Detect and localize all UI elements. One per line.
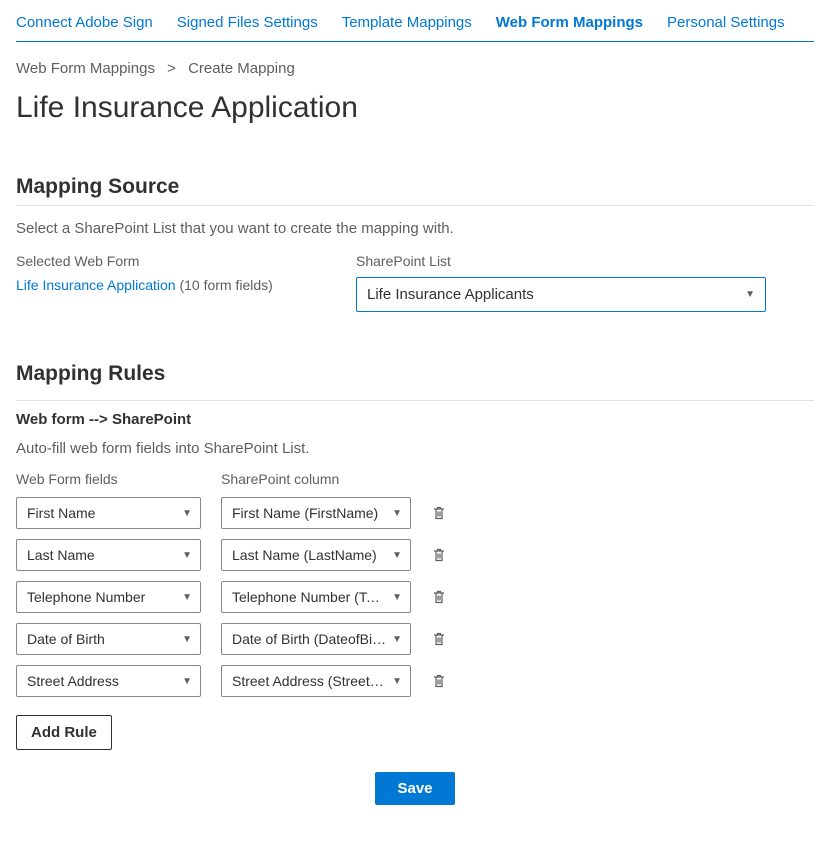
delete-rule-button[interactable]: [431, 505, 447, 521]
sharepoint-list-select[interactable]: Life Insurance Applicants ▼: [356, 277, 766, 312]
mapping-rules-title: Mapping Rules: [16, 362, 814, 392]
rules-col1-label: Web Form fields: [16, 471, 201, 487]
web-form-field-select[interactable]: Last Name ▼: [16, 539, 201, 571]
rule-row: First Name ▼ First Name (FirstName) ▼: [16, 497, 814, 529]
chevron-down-icon: ▼: [182, 592, 192, 603]
chevron-down-icon: ▼: [182, 550, 192, 561]
web-form-field-value: Date of Birth: [27, 631, 105, 647]
sharepoint-column-value: Date of Birth (DateofBirth): [232, 631, 386, 647]
chevron-down-icon: ▼: [392, 550, 402, 561]
chevron-down-icon: ▼: [392, 508, 402, 519]
delete-rule-button[interactable]: [431, 631, 447, 647]
delete-rule-button[interactable]: [431, 547, 447, 563]
rule-row: Date of Birth▼Date of Birth (DateofBirth…: [16, 623, 814, 655]
selected-web-form-meta: (10 form fields): [179, 277, 272, 293]
save-button[interactable]: Save: [375, 772, 454, 805]
selected-web-form-value: Life Insurance Application (10 form fiel…: [16, 277, 316, 293]
web-form-field-value: Street Address: [27, 673, 119, 689]
mapping-source-title: Mapping Source: [16, 175, 814, 206]
mapping-rules-desc: Auto-fill web form fields into SharePoin…: [16, 440, 814, 457]
web-form-field-select[interactable]: Telephone Number ▼: [16, 581, 201, 613]
breadcrumb-separator: >: [167, 60, 176, 77]
mapping-source-desc: Select a SharePoint List that you want t…: [16, 220, 814, 237]
mapping-rules-section: Mapping Rules Web form --> SharePoint Au…: [16, 362, 814, 750]
sharepoint-column-value: Street Address (StreetAd...: [232, 673, 386, 689]
selected-web-form-link[interactable]: Life Insurance Application: [16, 277, 176, 293]
sharepoint-list-label: SharePoint List: [356, 253, 766, 269]
rule-row: Telephone Number▼Telephone Number (Tele.…: [16, 581, 814, 613]
sharepoint-column-select[interactable]: First Name (FirstName) ▼: [221, 497, 411, 529]
nav-web-form-mappings[interactable]: Web Form Mappings: [496, 14, 643, 31]
web-form-field-value: Telephone Number: [27, 589, 145, 605]
sharepoint-column-select[interactable]: Date of Birth (DateofBirth) ▼: [221, 623, 411, 655]
web-form-field-select[interactable]: First Name ▼: [16, 497, 201, 529]
web-form-field-select[interactable]: Date of Birth ▼: [16, 623, 201, 655]
chevron-down-icon: ▼: [392, 634, 402, 645]
sharepoint-column-value: First Name (FirstName): [232, 505, 378, 521]
breadcrumb: Web Form Mappings > Create Mapping: [16, 60, 814, 77]
rule-row: Street Address▼Street Address (StreetAd.…: [16, 665, 814, 697]
web-form-field-value: First Name: [27, 505, 95, 521]
sharepoint-column-select[interactable]: Last Name (LastName) ▼: [221, 539, 411, 571]
mapping-source-section: Mapping Source Select a SharePoint List …: [16, 175, 814, 312]
add-rule-button[interactable]: Add Rule: [16, 715, 112, 750]
selected-web-form-label: Selected Web Form: [16, 253, 316, 269]
nav-signed-files-settings[interactable]: Signed Files Settings: [177, 14, 318, 31]
sharepoint-list-value: Life Insurance Applicants: [367, 286, 534, 303]
web-form-field-value: Last Name: [27, 547, 95, 563]
rule-row: Last Name ▼ Last Name (LastName) ▼: [16, 539, 814, 571]
rules-header: Web Form fields SharePoint column: [16, 471, 814, 487]
page-title: Life Insurance Application: [16, 91, 814, 125]
top-nav: Connect Adobe Sign Signed Files Settings…: [16, 8, 814, 42]
sharepoint-column-select[interactable]: Telephone Number (Tele... ▼: [221, 581, 411, 613]
breadcrumb-root[interactable]: Web Form Mappings: [16, 60, 155, 77]
web-form-field-select[interactable]: Street Address ▼: [16, 665, 201, 697]
rules-col2-label: SharePoint column: [221, 471, 411, 487]
breadcrumb-leaf: Create Mapping: [188, 60, 295, 77]
nav-personal-settings[interactable]: Personal Settings: [667, 14, 785, 31]
sharepoint-column-select[interactable]: Street Address (StreetAd... ▼: [221, 665, 411, 697]
rules-container: First Name▼First Name (FirstName)▼Last N…: [16, 497, 814, 697]
delete-rule-button[interactable]: [431, 589, 447, 605]
mapping-direction: Web form --> SharePoint: [16, 400, 814, 432]
nav-template-mappings[interactable]: Template Mappings: [342, 14, 472, 31]
chevron-down-icon: ▼: [392, 592, 402, 603]
chevron-down-icon: ▼: [182, 634, 192, 645]
delete-rule-button[interactable]: [431, 673, 447, 689]
chevron-down-icon: ▼: [182, 508, 192, 519]
sharepoint-column-value: Last Name (LastName): [232, 547, 377, 563]
chevron-down-icon: ▼: [182, 676, 192, 687]
sharepoint-column-value: Telephone Number (Tele...: [232, 589, 386, 605]
chevron-down-icon: ▼: [392, 676, 402, 687]
nav-connect-adobe-sign[interactable]: Connect Adobe Sign: [16, 14, 153, 31]
chevron-down-icon: ▼: [745, 289, 755, 300]
